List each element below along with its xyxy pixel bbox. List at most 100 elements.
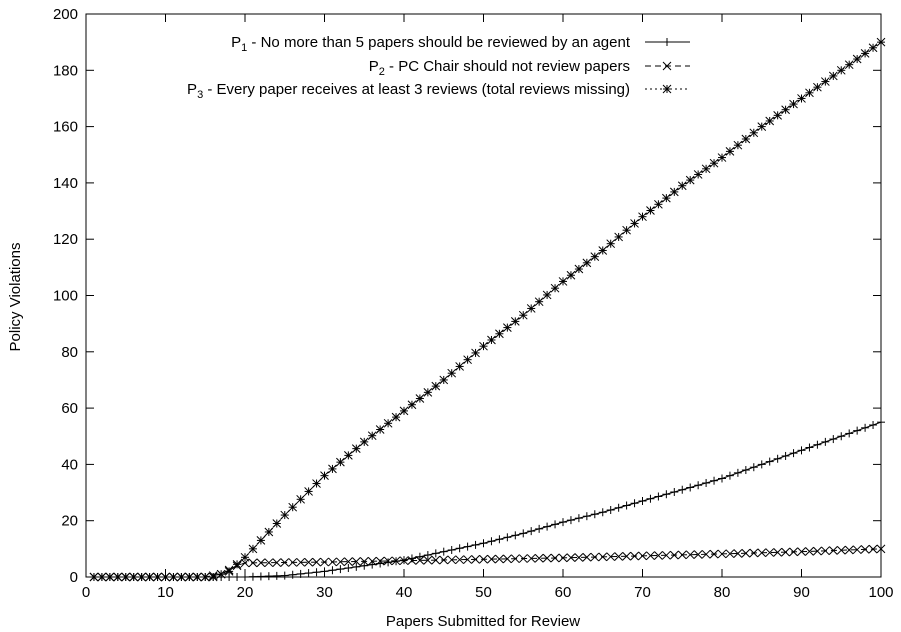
data-point-p3-stroke [169, 572, 178, 582]
data-point-p2 [351, 557, 361, 566]
data-point-p3 [463, 355, 472, 365]
data-point-p3 [192, 572, 202, 582]
data-point-p3-stroke [320, 471, 329, 481]
data-point-p2-stroke [487, 554, 496, 564]
data-point-p3-stroke [574, 264, 584, 274]
data-point-p3-stroke [439, 375, 449, 385]
x-tick-label: 80 [714, 584, 731, 601]
data-point-p2 [304, 557, 313, 567]
data-point-p2-stroke [550, 553, 560, 563]
data-point-p3-stroke [852, 54, 862, 64]
data-point-p3-stroke [518, 310, 528, 320]
data-point-p3-stroke [598, 246, 608, 255]
data-point-p3-stroke [312, 479, 321, 488]
data-point-p2-stroke [741, 548, 751, 558]
data-point-p1 [344, 563, 353, 572]
legend-sample-marker-p2 [662, 61, 672, 71]
data-point-p3-stroke [487, 335, 496, 345]
data-point-p1 [447, 545, 456, 554]
data-point-p3 [598, 246, 608, 255]
data-point-p2 [439, 555, 449, 565]
data-point-p3-stroke [328, 464, 337, 474]
data-point-p3 [510, 317, 520, 326]
data-point-p3-stroke [272, 519, 282, 528]
data-point-p3 [169, 572, 178, 582]
data-point-p2 [598, 552, 608, 562]
data-point-p1 [678, 485, 687, 494]
data-point-p2-stroke [606, 552, 616, 562]
data-point-p2-stroke [781, 547, 790, 557]
data-point-p3 [526, 304, 536, 313]
data-point-p1 [360, 561, 369, 570]
data-point-p3-stroke [630, 219, 639, 228]
data-point-p3-stroke [415, 394, 425, 403]
data-point-p3-stroke [502, 323, 512, 332]
data-point-p3-stroke [184, 572, 194, 582]
data-point-p2 [248, 558, 258, 568]
data-point-p3 [161, 572, 170, 582]
data-point-p2 [423, 555, 433, 565]
legend: P1 - No more than 5 papers should be rev… [187, 34, 690, 101]
data-point-p1 [463, 542, 472, 551]
data-point-p2-stroke [288, 558, 298, 567]
data-point-p3-stroke [654, 199, 663, 209]
data-point-p3-stroke [789, 99, 798, 109]
data-point-p3-stroke [622, 225, 631, 235]
data-point-p2-stroke [820, 546, 830, 556]
data-point-p3-stroke [129, 572, 139, 582]
data-point-p3-stroke [479, 341, 488, 351]
data-point-p2 [733, 549, 743, 558]
data-point-p2-stroke [805, 547, 814, 556]
data-point-p2-stroke [296, 557, 306, 567]
data-point-p2 [471, 555, 480, 564]
data-point-p3 [121, 572, 131, 582]
data-point-p2-stroke [502, 554, 512, 564]
data-point-p3 [733, 140, 743, 150]
data-point-p3 [471, 348, 480, 358]
data-point-p2 [741, 548, 751, 558]
data-point-p3-stroke [757, 122, 767, 131]
data-point-p3-stroke [248, 544, 258, 554]
data-point-p2-stroke [328, 557, 337, 567]
data-point-p2-stroke [479, 554, 488, 564]
data-point-p3 [654, 199, 663, 209]
data-point-p3 [272, 519, 282, 528]
data-point-p3 [534, 297, 544, 307]
data-point-p3 [638, 212, 647, 222]
data-point-p3 [693, 170, 703, 179]
data-point-p2-stroke [614, 552, 624, 561]
data-point-p1 [304, 569, 313, 578]
data-point-p1 [749, 463, 758, 472]
data-point-p3-stroke [661, 193, 671, 203]
data-point-p2-stroke [717, 549, 727, 559]
data-point-p1 [805, 443, 814, 452]
data-point-p1 [559, 518, 567, 527]
data-point-p3 [590, 252, 600, 262]
data-point-p3 [757, 122, 767, 131]
data-point-p3-stroke [304, 487, 313, 496]
data-point-p1 [710, 476, 719, 485]
data-point-p3 [820, 77, 830, 86]
data-point-p2 [828, 546, 838, 555]
data-point-p2 [797, 547, 806, 557]
data-point-p2 [773, 547, 783, 557]
y-axis-label: Policy Violations [7, 243, 24, 352]
data-point-p1 [646, 494, 655, 503]
data-point-p3-stroke [868, 43, 878, 53]
data-point-p3 [566, 270, 576, 280]
data-point-p2-stroke [256, 558, 266, 568]
legend-entry-p1: P1 - No more than 5 papers should be rev… [231, 34, 631, 54]
data-point-p2-stroke [661, 550, 671, 560]
data-point-p3 [860, 49, 870, 58]
data-point-p3 [89, 572, 99, 582]
data-point-p3 [813, 82, 822, 92]
data-point-p2-stroke [701, 549, 711, 559]
data-point-p2 [510, 554, 520, 564]
data-point-p1 [741, 466, 750, 475]
data-point-p1 [519, 529, 528, 538]
data-point-p2-stroke [391, 556, 401, 566]
data-point-p1 [630, 499, 639, 508]
data-point-p3 [248, 544, 258, 554]
data-point-p3 [646, 206, 655, 215]
data-point-p2-stroke [646, 551, 655, 561]
